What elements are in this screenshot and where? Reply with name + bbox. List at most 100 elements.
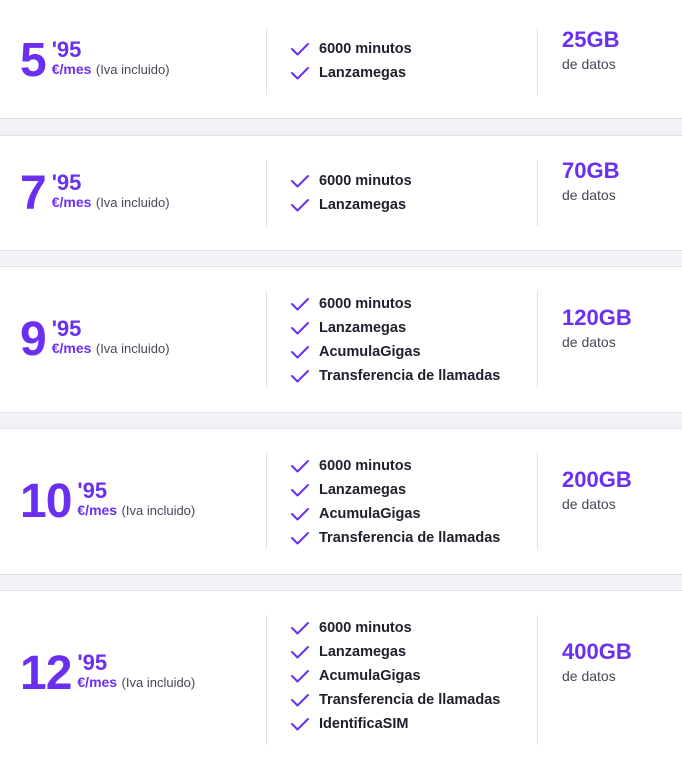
feature-label: IdentificaSIM <box>319 716 409 732</box>
data-amount: 25GB <box>562 27 620 52</box>
feature-item: AcumulaGigas <box>290 664 500 688</box>
check-icon <box>290 173 310 189</box>
feature-label: Transferencia de llamadas <box>319 368 501 384</box>
price-decimal: '95 <box>51 36 82 62</box>
price-decimal: '95 <box>77 649 108 675</box>
feature-item: Transferencia de llamadas <box>290 688 500 712</box>
feature-item: IdentificaSIM <box>290 712 500 736</box>
feature-list: 6000 minutos Lanzamegas <box>290 169 412 217</box>
column-divider <box>266 291 267 387</box>
feature-label: Lanzamegas <box>319 65 407 81</box>
feature-label: Lanzamegas <box>319 644 407 660</box>
price-tax-note: (Iva incluido) <box>95 61 170 77</box>
data-amount: 120GB <box>562 305 632 330</box>
plan-price: 12 '95 €/mes (Iva incluido) <box>20 650 195 698</box>
plan-price: 7 '95 €/mes (Iva incluido) <box>20 170 170 218</box>
check-icon <box>290 668 310 684</box>
feature-label: Lanzamegas <box>319 197 407 213</box>
data-allowance: 70GB de datos <box>562 158 619 203</box>
plan-card[interactable]: 12 '95 €/mes (Iva incluido) 6000 minutos… <box>0 590 682 760</box>
feature-item: 6000 minutos <box>290 616 500 640</box>
check-icon <box>290 692 310 708</box>
feature-item: Lanzamegas <box>290 640 500 664</box>
feature-label: 6000 minutos <box>319 296 412 312</box>
check-icon <box>290 716 310 732</box>
price-tax-note: (Iva incluido) <box>121 674 196 690</box>
column-divider <box>537 29 538 95</box>
data-allowance: 400GB de datos <box>562 639 632 684</box>
feature-item: Lanzamegas <box>290 61 412 85</box>
data-allowance: 120GB de datos <box>562 305 632 350</box>
price-tax-note: (Iva incluido) <box>95 194 170 210</box>
plan-price: 5 '95 €/mes (Iva incluido) <box>20 37 170 85</box>
feature-item: 6000 minutos <box>290 169 412 193</box>
plan-card[interactable]: 9 '95 €/mes (Iva incluido) 6000 minutos … <box>0 266 682 413</box>
price-unit: €/mes <box>51 193 92 210</box>
check-icon <box>290 506 310 522</box>
data-allowance: 25GB de datos <box>562 27 619 72</box>
feature-label: Transferencia de llamadas <box>319 692 501 708</box>
data-amount: 400GB <box>562 639 632 664</box>
price-unit: €/mes <box>51 60 92 77</box>
check-icon <box>290 296 310 312</box>
feature-item: Lanzamegas <box>290 193 412 217</box>
price-unit: €/mes <box>51 339 92 356</box>
price-unit: €/mes <box>77 501 118 518</box>
feature-label: 6000 minutos <box>319 173 412 189</box>
data-label: de datos <box>562 496 616 513</box>
check-icon <box>290 644 310 660</box>
price-decimal: '95 <box>77 477 108 503</box>
plan-price: 10 '95 €/mes (Iva incluido) <box>20 478 195 526</box>
plan-card[interactable]: 10 '95 €/mes (Iva incluido) 6000 minutos… <box>0 428 682 575</box>
data-amount: 70GB <box>562 158 620 183</box>
feature-list: 6000 minutos Lanzamegas AcumulaGigas Tra… <box>290 616 500 736</box>
price-integer: 5 <box>20 34 47 87</box>
feature-label: 6000 minutos <box>319 458 412 474</box>
column-divider <box>537 160 538 226</box>
check-icon <box>290 197 310 213</box>
check-icon <box>290 482 310 498</box>
price-integer: 12 <box>20 647 72 700</box>
feature-label: 6000 minutos <box>319 41 412 57</box>
column-divider <box>266 29 267 95</box>
column-divider <box>266 453 267 549</box>
price-tax-note: (Iva incluido) <box>95 340 170 356</box>
feature-label: Lanzamegas <box>319 482 407 498</box>
data-label: de datos <box>562 56 616 73</box>
feature-item: AcumulaGigas <box>290 340 500 364</box>
check-icon <box>290 65 310 81</box>
feature-label: Transferencia de llamadas <box>319 530 501 546</box>
check-icon <box>290 530 310 546</box>
data-allowance: 200GB de datos <box>562 467 632 512</box>
feature-label: Lanzamegas <box>319 320 407 336</box>
check-icon <box>290 320 310 336</box>
price-unit: €/mes <box>77 673 118 690</box>
feature-item: Transferencia de llamadas <box>290 364 500 388</box>
check-icon <box>290 458 310 474</box>
feature-item: 6000 minutos <box>290 292 500 316</box>
feature-item: AcumulaGigas <box>290 502 500 526</box>
check-icon <box>290 620 310 636</box>
feature-item: 6000 minutos <box>290 37 412 61</box>
price-tax-note: (Iva incluido) <box>121 502 196 518</box>
feature-list: 6000 minutos Lanzamegas AcumulaGigas Tra… <box>290 292 500 388</box>
plan-card[interactable]: 7 '95 €/mes (Iva incluido) 6000 minutos … <box>0 135 682 251</box>
feature-label: AcumulaGigas <box>319 668 421 684</box>
feature-item: Lanzamegas <box>290 316 500 340</box>
feature-item: Lanzamegas <box>290 478 500 502</box>
feature-label: AcumulaGigas <box>319 506 421 522</box>
column-divider <box>537 291 538 387</box>
feature-item: Transferencia de llamadas <box>290 526 500 550</box>
plan-price: 9 '95 €/mes (Iva incluido) <box>20 316 170 364</box>
feature-list: 6000 minutos Lanzamegas <box>290 37 412 85</box>
price-decimal: '95 <box>51 169 82 195</box>
price-integer: 9 <box>20 313 47 366</box>
price-integer: 10 <box>20 475 72 528</box>
column-divider <box>266 160 267 226</box>
feature-label: AcumulaGigas <box>319 344 421 360</box>
feature-item: 6000 minutos <box>290 454 500 478</box>
plan-card[interactable]: 5 '95 €/mes (Iva incluido) 6000 minutos … <box>0 0 682 119</box>
check-icon <box>290 41 310 57</box>
feature-list: 6000 minutos Lanzamegas AcumulaGigas Tra… <box>290 454 500 550</box>
data-amount: 200GB <box>562 467 632 492</box>
